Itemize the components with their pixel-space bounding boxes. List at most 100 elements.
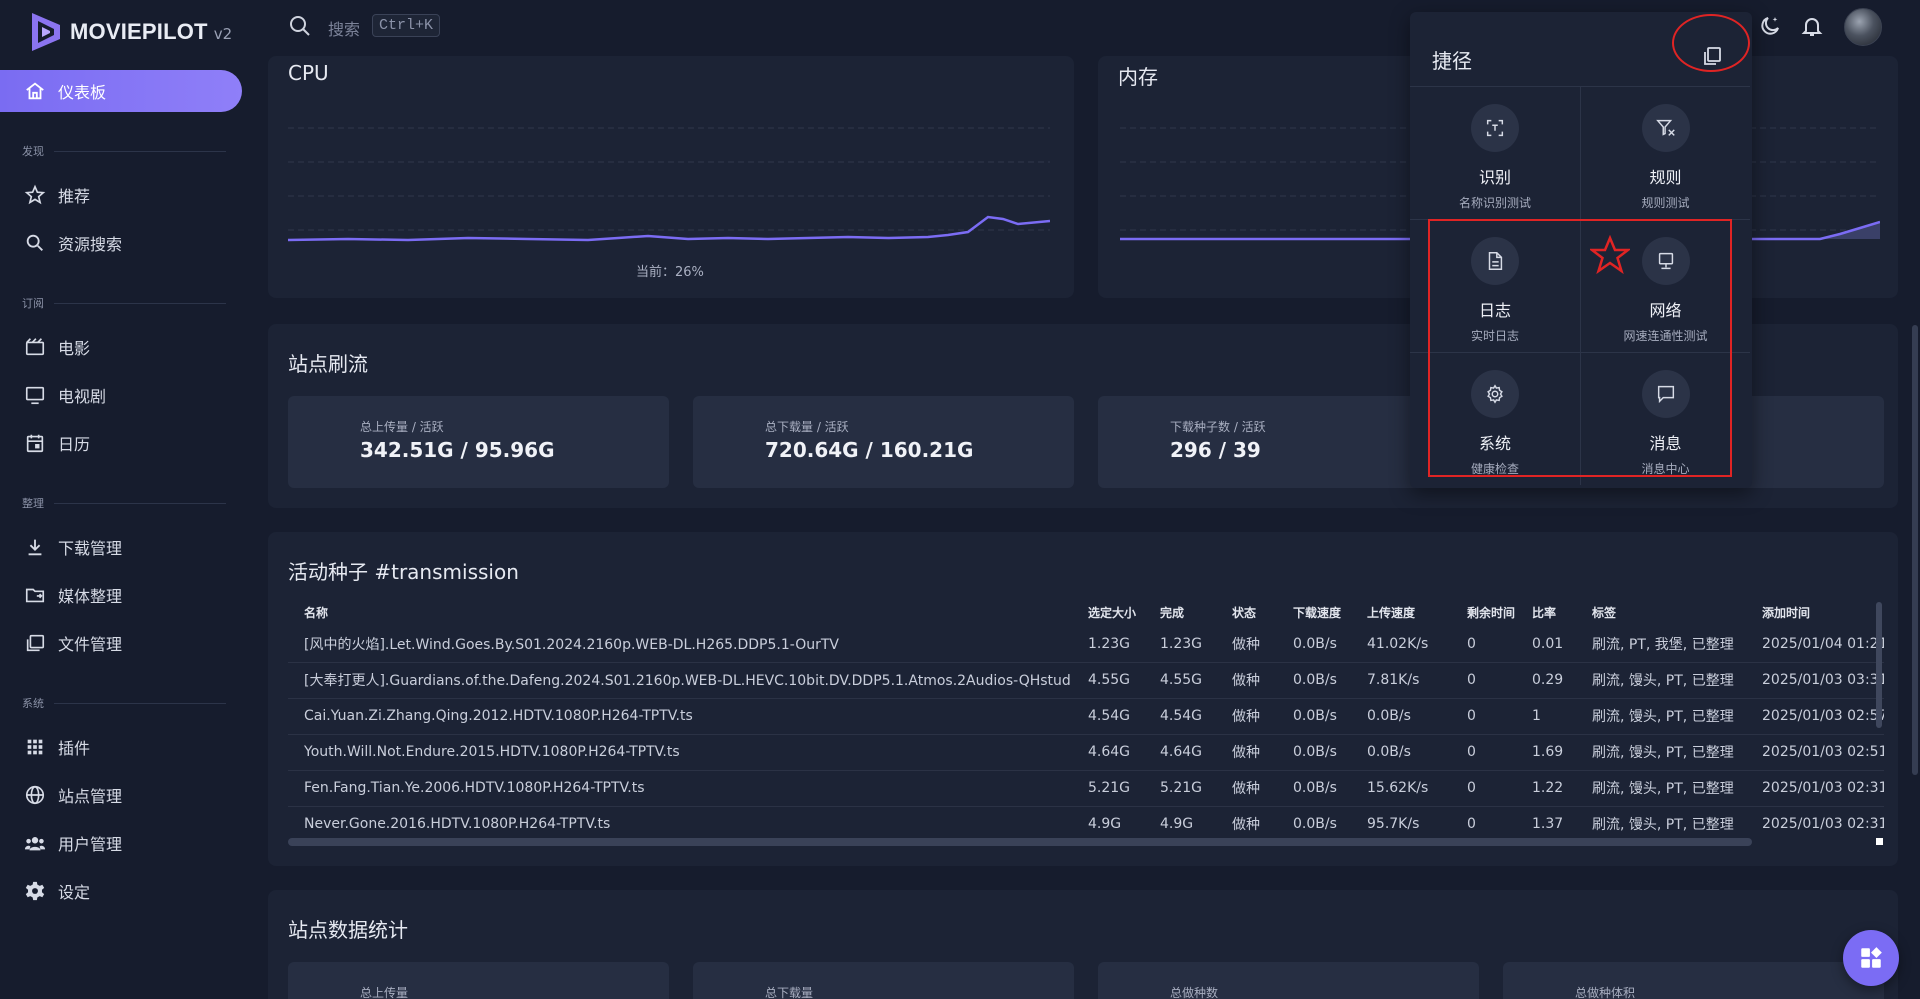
table-row[interactable]: Never.Gone.2016.HDTV.1080P.H264-TPTV.ts 4…	[288, 805, 1884, 842]
site-stats-title: 站点数据统计	[288, 918, 408, 942]
sidebar-item-files[interactable]: 文件管理	[0, 622, 242, 664]
shortcut-system[interactable]: 系统 健康检查	[1410, 352, 1580, 485]
theme-moon-icon[interactable]	[1758, 14, 1782, 38]
brand-name: MOVIEPILOT	[70, 19, 208, 44]
column-header[interactable]: 下载速度	[1293, 605, 1342, 620]
column-header[interactable]: 剩余时间	[1467, 605, 1516, 620]
sidebar-item-calendar[interactable]: 日历	[0, 422, 242, 464]
users-icon	[24, 837, 46, 851]
sidebar-item-resource-search[interactable]: 资源搜索	[0, 222, 242, 264]
sidebar-item-plugins[interactable]: 插件	[0, 726, 242, 768]
shortcuts-title: 捷径	[1432, 49, 1472, 73]
table-horizontal-scrollbar[interactable]	[288, 838, 1752, 846]
stat-upload: 总上传量 / 活跃 342.51G / 95.96G	[288, 396, 669, 488]
gear-icon	[1487, 384, 1503, 404]
notification-bell-icon[interactable]	[1800, 14, 1824, 38]
logo-icon	[32, 13, 60, 51]
message-icon	[1657, 385, 1674, 404]
files-icon	[26, 634, 45, 652]
brand-logo[interactable]: MOVIEPILOT v2	[28, 11, 232, 53]
table-row[interactable]: Youth.Will.Not.Endure.2015.HDTV.1080P.H2…	[288, 733, 1884, 770]
column-header[interactable]: 标签	[1592, 605, 1617, 620]
sidebar-item-label: 下载管理	[58, 539, 123, 558]
sidebar-item-label: 设定	[58, 883, 91, 902]
sidebar-item-label: 文件管理	[58, 635, 123, 654]
widgets-icon	[1861, 947, 1882, 968]
shortcut-identify[interactable]: 识别 名称识别测试	[1410, 86, 1580, 219]
column-header[interactable]: 添加时间	[1762, 605, 1811, 620]
column-header[interactable]: 完成	[1160, 605, 1185, 620]
section-organize: 整理	[22, 495, 226, 511]
section-system: 系统	[22, 695, 226, 711]
download-icon	[28, 539, 42, 556]
site-stat-seeding: 总做种数	[1098, 962, 1479, 999]
site-stat-download: 总下载量	[693, 962, 1074, 999]
sidebar-item-sites[interactable]: 站点管理	[0, 774, 242, 816]
log-file-icon	[1488, 252, 1503, 270]
gear-icon	[25, 881, 45, 901]
sidebar-item-tv[interactable]: 电视剧	[0, 374, 242, 416]
star-icon	[24, 184, 46, 205]
calendar-icon	[26, 434, 44, 453]
page-scrollbar[interactable]	[1912, 325, 1918, 775]
shortcut-messages[interactable]: 消息 消息中心	[1580, 352, 1750, 485]
cpu-chart	[288, 127, 1050, 242]
shortcut-rules[interactable]: 规则 规则测试	[1580, 86, 1750, 219]
shortcut-logs[interactable]: 日志 实时日志	[1410, 219, 1580, 352]
sidebar-item-label: 资源搜索	[58, 235, 123, 254]
sidebar-item-label: 电影	[58, 339, 91, 358]
user-avatar[interactable]	[1844, 8, 1882, 46]
column-header[interactable]: 状态	[1232, 605, 1257, 620]
torrents-table: 名称 选定大小 完成 状态 下载速度 上传速度 剩余时间 比率 标签 添加时间 …	[288, 598, 1884, 842]
search-icon[interactable]	[288, 14, 312, 38]
site-stat-upload: 总上传量	[288, 962, 669, 999]
table-row[interactable]: Fen.Fang.Tian.Ye.2006.HDTV.1080P.H264-TP…	[288, 769, 1884, 806]
sidebar-item-label: 电视剧	[58, 387, 107, 406]
sidebar-item-downloads[interactable]: 下载管理	[0, 526, 242, 568]
sidebar-item-label: 日历	[58, 435, 91, 454]
sidebar-item-dashboard[interactable]: 仪表板	[0, 70, 242, 112]
table-header: 名称 选定大小 完成 状态 下载速度 上传速度 剩余时间 比率 标签 添加时间	[288, 598, 1884, 626]
cpu-title: CPU	[288, 61, 329, 85]
shortcut-network[interactable]: 网络 网速连通性测试	[1580, 219, 1750, 352]
brush-title: 站点刷流	[288, 352, 368, 376]
sidebar-item-movies[interactable]: 电影	[0, 326, 242, 368]
sidebar-item-media[interactable]: 媒体整理	[0, 574, 242, 616]
torrents-title: 活动种子 #transmission	[288, 560, 519, 584]
apps-grid-icon	[27, 739, 43, 755]
cpu-current-label: 当前：26%	[636, 265, 704, 280]
table-row[interactable]: [风中的火焰].Let.Wind.Goes.By.S01.2024.2160p.…	[304, 635, 1884, 653]
site-stat-seeding-size: 总做种体积	[1503, 962, 1884, 999]
cpu-card	[268, 56, 1074, 298]
dashboard-edit-button[interactable]	[1843, 930, 1899, 986]
memory-title: 内存	[1118, 65, 1158, 89]
sidebar: MOVIEPILOT v2 仪表板 发现 推荐 资源搜索 订阅 电影 电视剧 日…	[0, 0, 254, 999]
tv-icon	[25, 386, 45, 405]
sidebar-item-label: 用户管理	[58, 835, 123, 854]
sidebar-item-label: 推荐	[58, 187, 91, 206]
table-row[interactable]: Cai.Yuan.Zi.Zhang.Qing.2012.HDTV.1080P.H…	[288, 697, 1884, 734]
table-row[interactable]: [大奉打更人].Guardians.of.the.Dafeng.2024.S01…	[288, 661, 1884, 698]
stat-download: 总下载量 / 活跃 720.64G / 160.21G	[693, 396, 1074, 488]
column-header[interactable]: 上传速度	[1367, 605, 1416, 620]
star-annotation-icon	[1590, 235, 1630, 275]
sidebar-item-recommend[interactable]: 推荐	[0, 174, 242, 216]
folder-move-icon	[25, 588, 45, 603]
scan-icon	[1486, 119, 1504, 137]
column-header[interactable]: 选定大小	[1088, 605, 1137, 620]
highlight-box	[1428, 219, 1732, 477]
sidebar-item-users[interactable]: 用户管理	[0, 822, 242, 864]
globe-icon	[25, 785, 45, 805]
sidebar-item-settings[interactable]: 设定	[0, 870, 242, 912]
section-subscribe: 订阅	[22, 295, 226, 311]
table-vertical-scrollbar[interactable]	[1876, 602, 1882, 728]
column-header[interactable]: 名称	[304, 605, 329, 620]
highlight-ring	[1672, 14, 1750, 72]
column-header[interactable]: 比率	[1532, 605, 1557, 620]
sidebar-item-label: 媒体整理	[58, 587, 123, 606]
movie-icon	[25, 338, 45, 356]
sidebar-item-label: 仪表板	[58, 83, 107, 102]
search-input[interactable]: 搜索	[328, 20, 361, 39]
search-icon	[26, 234, 43, 251]
shortcuts-popup: 捷径 识别 名称识别测试 规则 规则测试 日志 实时日志 网络 网速连通性测试 …	[1410, 12, 1752, 488]
